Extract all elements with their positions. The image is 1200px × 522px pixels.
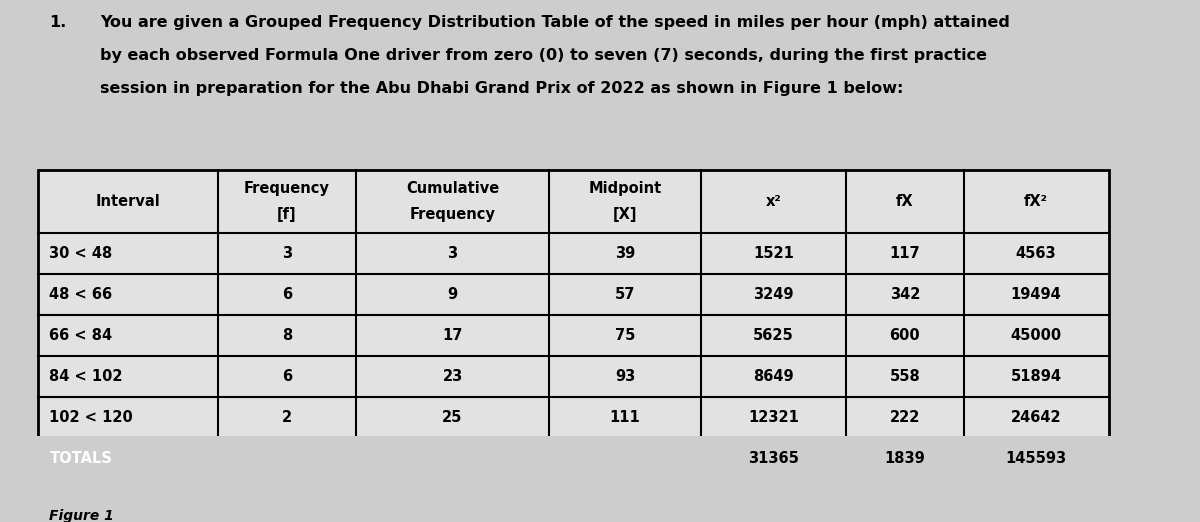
Text: 3: 3 — [448, 246, 457, 261]
Text: 5625: 5625 — [754, 328, 794, 343]
Text: 24642: 24642 — [1010, 410, 1061, 425]
Text: 31365: 31365 — [749, 450, 799, 466]
Text: 75: 75 — [614, 328, 635, 343]
Text: 84 < 102: 84 < 102 — [49, 369, 122, 384]
Text: 45000: 45000 — [1010, 328, 1062, 343]
Text: 1521: 1521 — [754, 246, 794, 261]
Text: 342: 342 — [889, 287, 920, 302]
Text: 145593: 145593 — [1006, 450, 1067, 466]
Bar — [38, 437, 701, 479]
Text: 2: 2 — [282, 410, 292, 425]
Text: 3: 3 — [282, 246, 292, 261]
Text: 6: 6 — [282, 369, 292, 384]
Text: [f]: [f] — [277, 207, 296, 222]
Text: 30 < 48: 30 < 48 — [49, 246, 113, 261]
Text: 19494: 19494 — [1010, 287, 1062, 302]
Text: 93: 93 — [616, 369, 635, 384]
Bar — [38, 170, 1109, 233]
Text: 48 < 66: 48 < 66 — [49, 287, 113, 302]
Text: session in preparation for the Abu Dhabi Grand Prix of 2022 as shown in Figure 1: session in preparation for the Abu Dhabi… — [101, 81, 904, 97]
Text: 57: 57 — [614, 287, 635, 302]
Text: Cumulative: Cumulative — [406, 181, 499, 196]
Bar — [38, 170, 1109, 479]
Text: 558: 558 — [889, 369, 920, 384]
Text: 8: 8 — [282, 328, 292, 343]
Bar — [38, 397, 1109, 437]
Text: 23: 23 — [443, 369, 463, 384]
Text: x²: x² — [766, 194, 781, 209]
Text: Interval: Interval — [96, 194, 161, 209]
Text: 6: 6 — [282, 287, 292, 302]
Text: 12321: 12321 — [749, 410, 799, 425]
Text: Midpoint: Midpoint — [588, 181, 661, 196]
Bar — [38, 437, 1109, 479]
Text: 39: 39 — [616, 246, 635, 261]
Text: [X]: [X] — [613, 207, 637, 222]
Text: 102 < 120: 102 < 120 — [49, 410, 133, 425]
Text: 25: 25 — [443, 410, 463, 425]
Text: fX: fX — [896, 194, 913, 209]
Text: TOTALS: TOTALS — [49, 450, 113, 466]
Bar — [38, 355, 1109, 397]
Bar — [38, 274, 1109, 315]
Text: 9: 9 — [448, 287, 457, 302]
Text: 66 < 84: 66 < 84 — [49, 328, 113, 343]
Text: 8649: 8649 — [754, 369, 794, 384]
Text: 4563: 4563 — [1015, 246, 1056, 261]
Text: 222: 222 — [889, 410, 920, 425]
Text: 51894: 51894 — [1010, 369, 1062, 384]
Text: 17: 17 — [443, 328, 463, 343]
Text: Frequency: Frequency — [409, 207, 496, 222]
Text: 117: 117 — [889, 246, 920, 261]
Text: Frequency: Frequency — [244, 181, 330, 196]
Text: 111: 111 — [610, 410, 641, 425]
Text: 3249: 3249 — [754, 287, 794, 302]
Text: fX²: fX² — [1024, 194, 1048, 209]
Text: 1.: 1. — [49, 15, 67, 30]
Text: 1839: 1839 — [884, 450, 925, 466]
Text: 600: 600 — [889, 328, 920, 343]
Text: Figure 1: Figure 1 — [49, 509, 114, 522]
Bar — [38, 315, 1109, 355]
Bar — [38, 233, 1109, 274]
Text: by each observed Formula One driver from zero (0) to seven (7) seconds, during t: by each observed Formula One driver from… — [101, 48, 988, 63]
Text: You are given a Grouped Frequency Distribution Table of the speed in miles per h: You are given a Grouped Frequency Distri… — [101, 15, 1010, 30]
